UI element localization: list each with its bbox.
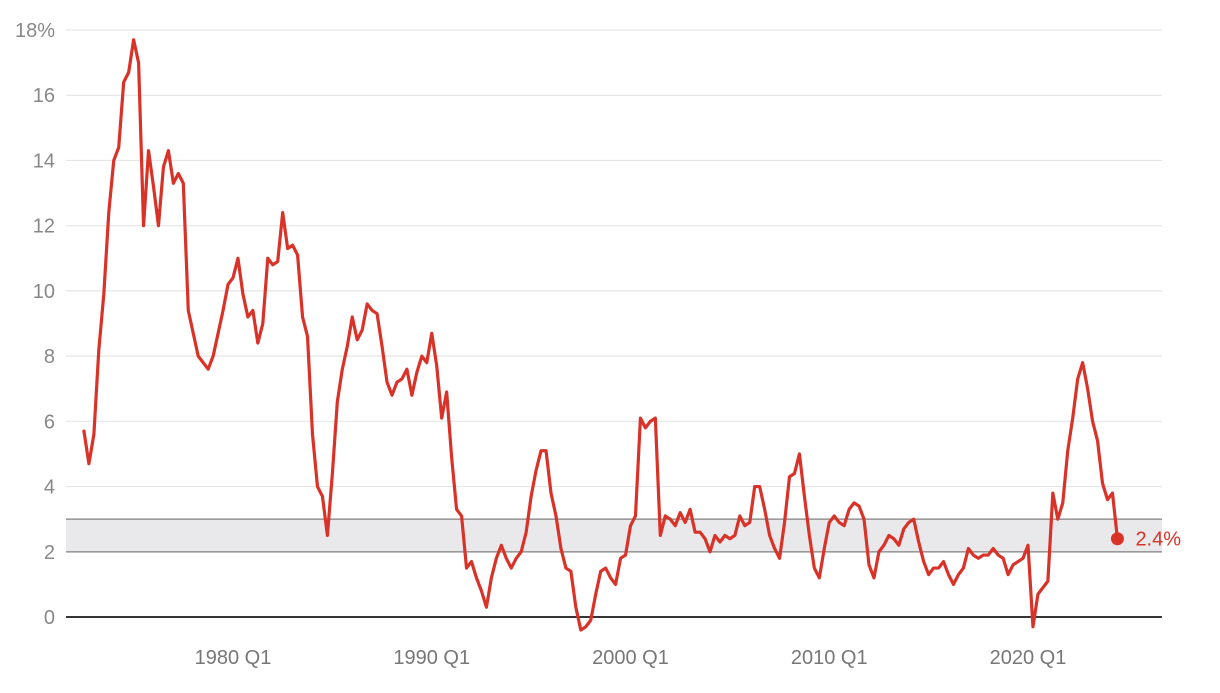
y-axis-tick-labels: 0 2 4 6 8 10 12 14 16 18% (15, 20, 55, 629)
x-axis-tick-labels: 1980 Q1 1990 Q1 2000 Q1 2010 Q1 2020 Q1 (195, 647, 1067, 669)
x-tick-label: 1980 Q1 (195, 647, 272, 669)
y-tick-label: 14 (33, 150, 55, 172)
y-tick-label: 8 (44, 346, 55, 368)
y-tick-label: 18% (15, 20, 55, 42)
end-value-label: 2.4% (1135, 529, 1181, 551)
end-marker-group: 2.4% (1110, 529, 1181, 551)
series-group (82, 38, 1120, 632)
target-band-fill (66, 519, 1162, 552)
x-tick-label: 2000 Q1 (592, 647, 669, 669)
end-point-marker (1110, 532, 1124, 546)
y-tick-label: 16 (33, 85, 55, 107)
x-tick-label: 2010 Q1 (791, 647, 868, 669)
x-tick-label: 2020 Q1 (990, 647, 1067, 669)
y-tick-label: 2 (44, 542, 55, 564)
y-tick-label: 4 (44, 477, 55, 499)
y-tick-label: 6 (44, 411, 55, 433)
target-band (66, 518, 1162, 553)
series-line (82, 38, 1120, 632)
y-tick-label: 12 (33, 216, 55, 238)
x-tick-label: 1990 Q1 (393, 647, 470, 669)
y-tick-label: 10 (33, 281, 55, 303)
y-tick-label: 0 (44, 607, 55, 629)
